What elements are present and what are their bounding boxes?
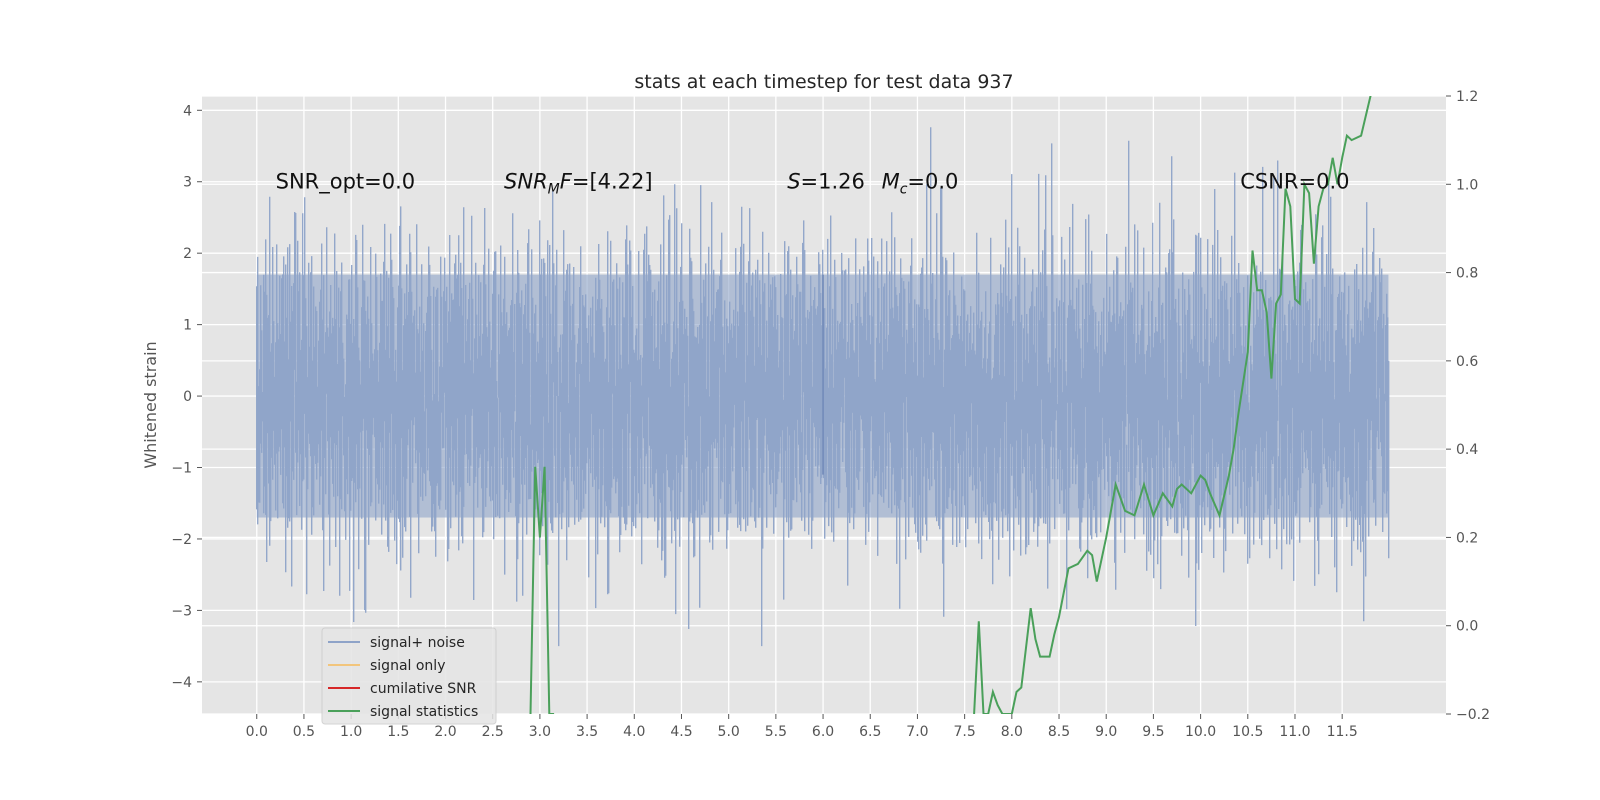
x-tick-label: 0.0 [246,724,268,740]
x-tick-label: 6.5 [859,724,881,740]
x-tick-label: 5.0 [718,724,740,740]
annotations: SNR_opt=0.0 SNRMF=[4.22] S=1.26 Mc=0.0 CSNR=… [276,170,1350,198]
x-tick-label: 1.0 [340,724,362,740]
x-tick-label: 8.0 [1001,724,1023,740]
x-tick-label: 3.0 [529,724,551,740]
x-tick-label: 8.5 [1048,724,1070,740]
x-tick-label: 4.5 [670,724,692,740]
annotation-text: SNR_opt=0.0 [276,170,416,195]
x-tick-label: 7.0 [906,724,928,740]
x-tick-label: 2.0 [434,724,456,740]
x-tick-label: 7.5 [954,724,976,740]
legend: signal+ noise signal only cumilative SNR si… [321,627,497,725]
x-tick-label: 10.5 [1232,724,1263,740]
x-tick-label: 5.5 [765,724,787,740]
x-tick-label: 3.5 [576,724,598,740]
y-tick-label: 3 [183,175,192,191]
annotation-text: CSNR=0.0 [1240,170,1349,194]
y-axis-label: Whitened strain [141,341,160,468]
y2-tick-label: 0.2 [1456,530,1478,546]
y2-tick-label: −0.2 [1456,707,1490,723]
y-tick-label: −2 [171,532,192,548]
y-axis-right: −0.2 0.0 0.2 0.4 0.6 0.8 1.0 1.2 [1446,89,1490,723]
y2-tick-label: 0.0 [1456,619,1478,635]
x-tick-label: 9.0 [1095,724,1117,740]
legend-label: signal statistics [370,704,478,720]
legend-label: cumilative SNR [370,681,477,697]
legend-label: signal only [370,658,445,674]
series-line-signal-statistics [529,466,555,714]
y-tick-label: 2 [183,246,192,262]
y2-tick-label: 0.8 [1456,266,1478,282]
annotation-text: Mc=0.0 [882,170,959,198]
x-tick-label: 0.5 [293,724,315,740]
y-axis-left: −4 −3 −2 −1 0 1 2 3 4 [171,103,202,691]
y2-tick-label: 1.2 [1456,89,1478,105]
y-tick-label: −4 [171,675,192,691]
x-tick-label: 4.0 [623,724,645,740]
y-tick-label: 0 [183,389,192,405]
y-tick-label: −3 [171,603,192,619]
y-tick-label: 1 [183,318,192,334]
x-tick-label: 11.5 [1327,724,1358,740]
x-tick-label: 1.5 [387,724,409,740]
series-line-signal-statistics [973,96,1372,714]
chart-title: stats at each timestep for test data 937 [634,71,1013,93]
y2-tick-label: 0.6 [1456,354,1478,370]
x-tick-label: 9.5 [1142,724,1164,740]
y-tick-label: −1 [171,461,192,477]
x-axis: 0.0 0.5 1.0 1.5 2.0 2.5 3.0 3.5 4.0 4.5 5.0 5.5 6.0 6… [246,714,1358,740]
x-tick-label: 11.0 [1279,724,1310,740]
y2-tick-label: 0.4 [1456,442,1478,458]
series-layer [256,96,1390,714]
y2-tick-label: 1.0 [1456,177,1478,193]
x-tick-label: 2.5 [482,724,504,740]
legend-label: signal+ noise [370,635,465,651]
annotation-text: S=1.26 [787,170,865,194]
x-tick-label: 6.0 [812,724,834,740]
y-tick-label: 4 [183,103,192,119]
annotation-text: SNRMF=[4.22] [504,170,653,198]
legend-box [321,627,497,725]
x-tick-label: 10.0 [1185,724,1216,740]
